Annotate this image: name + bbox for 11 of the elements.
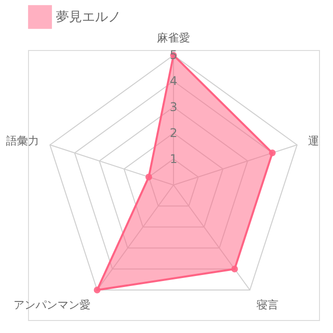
y-tick-label: 5	[170, 48, 178, 62]
y-tick-label: 4	[170, 74, 178, 88]
y-tick-label: 2	[170, 126, 178, 140]
spoke-label: 寝言	[256, 298, 279, 312]
spoke-label: 麻雀愛	[157, 32, 190, 45]
y-tick-label: 1	[170, 152, 178, 166]
spoke-label: 運	[308, 134, 320, 148]
legend-label: 夢見エルノ	[56, 10, 121, 25]
spoke-label: 語彙力	[6, 134, 39, 148]
spoke-label: アンパンマン愛	[13, 298, 90, 312]
y-tick-label: 3	[170, 100, 178, 114]
